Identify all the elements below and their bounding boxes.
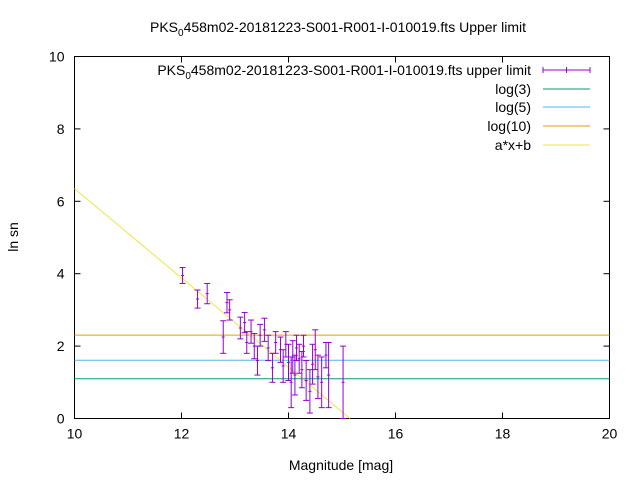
y-tick-label-2: 4 [57, 266, 65, 282]
y-tick-label-5: 10 [49, 49, 65, 65]
chart-title-sub: 0 [178, 28, 184, 39]
data-point-0 [179, 267, 186, 284]
data-point-1 [194, 289, 201, 309]
chart-title: PKS0458m02-20181223-S001-R001-I-010019.f… [150, 19, 526, 39]
legend-entry-0-sub: 0 [185, 71, 191, 82]
data-point-3 [220, 320, 227, 354]
chart-title-prefix: PKS [150, 19, 178, 35]
chart-title-suffix: 458m02-20181223-S001-R001-I-010019.fts U… [184, 19, 527, 35]
data-point-8 [243, 331, 250, 354]
x-tick-label-2: 14 [281, 426, 297, 442]
fit-line-group [74, 188, 351, 419]
axis-ticks: 10 12 14 16 18 20 0 2 4 6 8 10 [49, 49, 618, 442]
data-point-7 [241, 311, 248, 334]
x-tick-label-1: 12 [174, 426, 190, 442]
legend-entry-2-label: log(5) [495, 99, 531, 115]
y-tick-label-3: 6 [57, 193, 65, 209]
y-tick-label-1: 2 [57, 338, 65, 354]
data-point-27 [300, 334, 307, 358]
data-point-32 [314, 354, 321, 400]
data-point-33 [318, 356, 325, 409]
data-point-2 [204, 282, 211, 305]
data-point-34 [322, 341, 329, 369]
reference-lines [74, 334, 610, 380]
legend-entry-0-suffix: 458m02-20181223-S001-R001-I-010019.fts u… [191, 62, 531, 78]
x-tick-label-3: 16 [388, 426, 404, 442]
legend: PKS0458m02-20181223-S001-R001-I-010019.f… [157, 62, 591, 153]
data-point-24 [293, 334, 300, 362]
data-point-16 [272, 331, 279, 354]
data-point-18 [280, 349, 287, 383]
legend-entry-1-label: log(3) [495, 81, 531, 97]
y-tick-label-0: 0 [57, 411, 65, 427]
legend-entry-0-prefix: PKS [157, 62, 185, 78]
data-point-30 [309, 343, 316, 385]
data-point-4 [223, 292, 230, 314]
data-points [179, 267, 347, 419]
x-tick-label-5: 20 [602, 426, 618, 442]
x-tick-label-4: 18 [495, 426, 511, 442]
legend-entry-0-label: PKS0458m02-20181223-S001-R001-I-010019.f… [157, 62, 531, 82]
legend-entry-3-label: log(10) [487, 118, 531, 134]
data-point-9 [248, 319, 255, 344]
data-point-15 [269, 352, 276, 383]
data-point-14 [265, 334, 272, 362]
x-axis-label: Magnitude [mag] [289, 457, 393, 473]
fit-line [74, 188, 351, 419]
data-point-31 [312, 329, 319, 371]
data-point-28 [303, 360, 310, 401]
data-point-20 [285, 343, 292, 381]
data-point-36 [340, 345, 347, 419]
data-point-29 [306, 369, 313, 414]
data-point-25 [296, 343, 303, 374]
data-point-12 [257, 323, 264, 347]
y-axis-label: ln sn [5, 222, 21, 252]
data-point-6 [237, 316, 244, 340]
data-point-5 [226, 299, 233, 321]
data-point-13 [261, 317, 268, 342]
data-point-35 [325, 341, 332, 409]
legend-entry-4-label: a*x+b [495, 137, 531, 153]
x-tick-label-0: 10 [67, 426, 83, 442]
y-tick-label-4: 8 [57, 121, 65, 137]
